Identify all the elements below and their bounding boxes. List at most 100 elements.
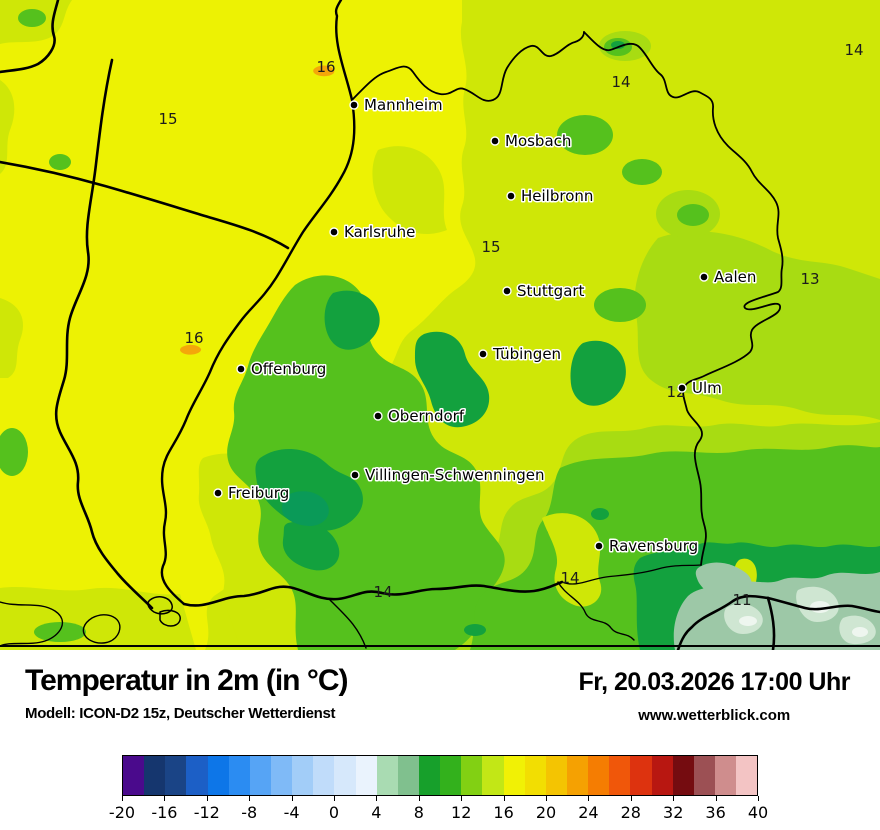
cities-layer: Mannheim Mosbach Heilbronn Karlsruhe Stuttga… bbox=[213, 95, 758, 557]
temp-value-label: 16 bbox=[316, 58, 335, 76]
colorbar-tick-mark bbox=[503, 796, 505, 801]
model-info: Modell: ICON-D2 15z, Deutscher Wetterdie… bbox=[25, 705, 336, 722]
field-region bbox=[34, 622, 86, 642]
field-region bbox=[0, 80, 15, 174]
country-border-south bbox=[182, 580, 564, 607]
colorbar-tick-mark bbox=[376, 796, 378, 801]
country-border bbox=[0, 0, 60, 74]
colorbar-segment bbox=[313, 756, 335, 795]
city-label: Oberndorf bbox=[388, 407, 465, 425]
map-title: Temperatur in 2m (in °C) bbox=[25, 664, 348, 697]
temp-value-label: 14 bbox=[373, 583, 392, 601]
colorbar-tick-label: 36 bbox=[705, 803, 726, 822]
colorbar-segment bbox=[630, 756, 652, 795]
city-label: Heilbronn bbox=[521, 187, 593, 205]
city-marker: Ulm bbox=[677, 378, 723, 399]
border-detail bbox=[82, 614, 121, 644]
field-region bbox=[611, 41, 625, 49]
temp-value-label: 11 bbox=[732, 591, 751, 609]
field-region bbox=[372, 146, 447, 235]
temperature-map: 16 15 14 14 15 13 16 12 14 14 11 Mannheim Mosbach He… bbox=[0, 0, 880, 650]
colorbar-segment bbox=[693, 756, 715, 795]
colorbar-tick-mark bbox=[334, 796, 335, 801]
footer: Temperatur in 2m (in °C) Modell: ICON-D2… bbox=[0, 650, 880, 830]
colorbar-segment bbox=[123, 756, 145, 795]
colorbar-tick-mark bbox=[673, 796, 675, 801]
colorbar-segment bbox=[186, 756, 208, 795]
colorbar-tick-mark bbox=[715, 796, 717, 801]
colorbar-segments bbox=[122, 755, 758, 796]
city-dot bbox=[699, 272, 709, 282]
colorbar-segment bbox=[524, 756, 546, 795]
field-region bbox=[464, 624, 486, 636]
city-dot bbox=[373, 411, 383, 421]
colorbar-tick-label: 4 bbox=[371, 803, 382, 822]
borders bbox=[0, 0, 880, 650]
colorbar-tick-label: 16 bbox=[493, 803, 514, 822]
colorbar-tick-mark bbox=[546, 796, 547, 801]
colorbar-segment bbox=[144, 756, 166, 795]
colorbar-tick-mark bbox=[122, 796, 123, 801]
field-region bbox=[324, 290, 380, 350]
border-detail bbox=[147, 596, 173, 615]
city-marker: Aalen bbox=[699, 267, 758, 288]
lake-outline bbox=[561, 564, 702, 585]
city-marker: Heilbronn bbox=[506, 186, 595, 207]
website-text: www.wetterblick.com bbox=[638, 707, 791, 724]
city-dot bbox=[329, 227, 339, 237]
temp-value-label: 13 bbox=[800, 270, 819, 288]
colorbar-tick-mark bbox=[461, 796, 463, 801]
colorbar-segment bbox=[714, 756, 737, 795]
colorbar-ticks: -20 -16 -12 -8 -4 0 4 8 12 16 20 24 28 32 36 40 bbox=[109, 796, 768, 828]
border-detail bbox=[0, 601, 64, 647]
valid-datetime: Fr, 20.03.2026 17:00 Uhr bbox=[578, 668, 850, 696]
city-marker: Oberndorf bbox=[373, 406, 466, 427]
colorbar-tick-label: -20 bbox=[108, 803, 136, 822]
colorbar-tick-mark bbox=[164, 796, 166, 801]
colorbar-tick-mark bbox=[630, 796, 632, 801]
colorbar-segment bbox=[334, 756, 356, 795]
colorbar-tick-label: 24 bbox=[578, 803, 599, 822]
colorbar-segment bbox=[418, 756, 441, 795]
city-marker: Mosbach bbox=[490, 131, 573, 152]
country-border bbox=[0, 160, 290, 250]
warm-spot bbox=[180, 344, 202, 355]
temp-value-label: 14 bbox=[844, 41, 863, 59]
field-region bbox=[0, 587, 196, 650]
colorbar-tick-mark bbox=[206, 796, 208, 801]
city-dot bbox=[213, 488, 223, 498]
city-dot bbox=[478, 349, 488, 359]
colorbar-segment bbox=[545, 756, 567, 795]
title-block: Temperatur in 2m (in °C) Modell: ICON-D2… bbox=[25, 664, 348, 722]
city-marker: Tübingen bbox=[478, 344, 563, 365]
colorbar-segment bbox=[461, 756, 483, 795]
city-marker: Stuttgart bbox=[502, 281, 586, 302]
colorbar-segment bbox=[165, 756, 187, 795]
footer-text: Temperatur in 2m (in °C) Modell: ICON-D2… bbox=[0, 650, 880, 724]
state-border-north bbox=[351, 31, 585, 102]
field-region bbox=[18, 9, 46, 27]
city-label: Stuttgart bbox=[517, 282, 585, 300]
city-dot bbox=[490, 136, 500, 146]
field-region bbox=[415, 331, 490, 428]
field-region bbox=[0, 298, 24, 378]
colorbar-segment bbox=[397, 756, 419, 795]
colorbar-tick-label: -8 bbox=[241, 803, 258, 822]
city-label: Mosbach bbox=[505, 132, 571, 150]
colorbar-segment bbox=[588, 756, 610, 795]
city-label: Aalen bbox=[714, 268, 756, 286]
temp-value-label: 16 bbox=[184, 329, 203, 347]
colorbar-segment bbox=[482, 756, 504, 795]
country-border-southeast bbox=[766, 596, 880, 614]
city-label: Ravensburg bbox=[609, 537, 698, 555]
city-dot bbox=[502, 286, 512, 296]
colorbar: -20 -16 -12 -8 -4 0 4 8 12 16 20 24 28 32 36 40 bbox=[109, 755, 768, 828]
colorbar-segment bbox=[609, 756, 631, 795]
field-region bbox=[557, 115, 613, 155]
temp-value-label: 15 bbox=[158, 110, 177, 128]
city-marker: Freiburg bbox=[213, 483, 291, 504]
state-border-west bbox=[160, 0, 356, 606]
colorbar-tick-mark bbox=[588, 796, 590, 801]
